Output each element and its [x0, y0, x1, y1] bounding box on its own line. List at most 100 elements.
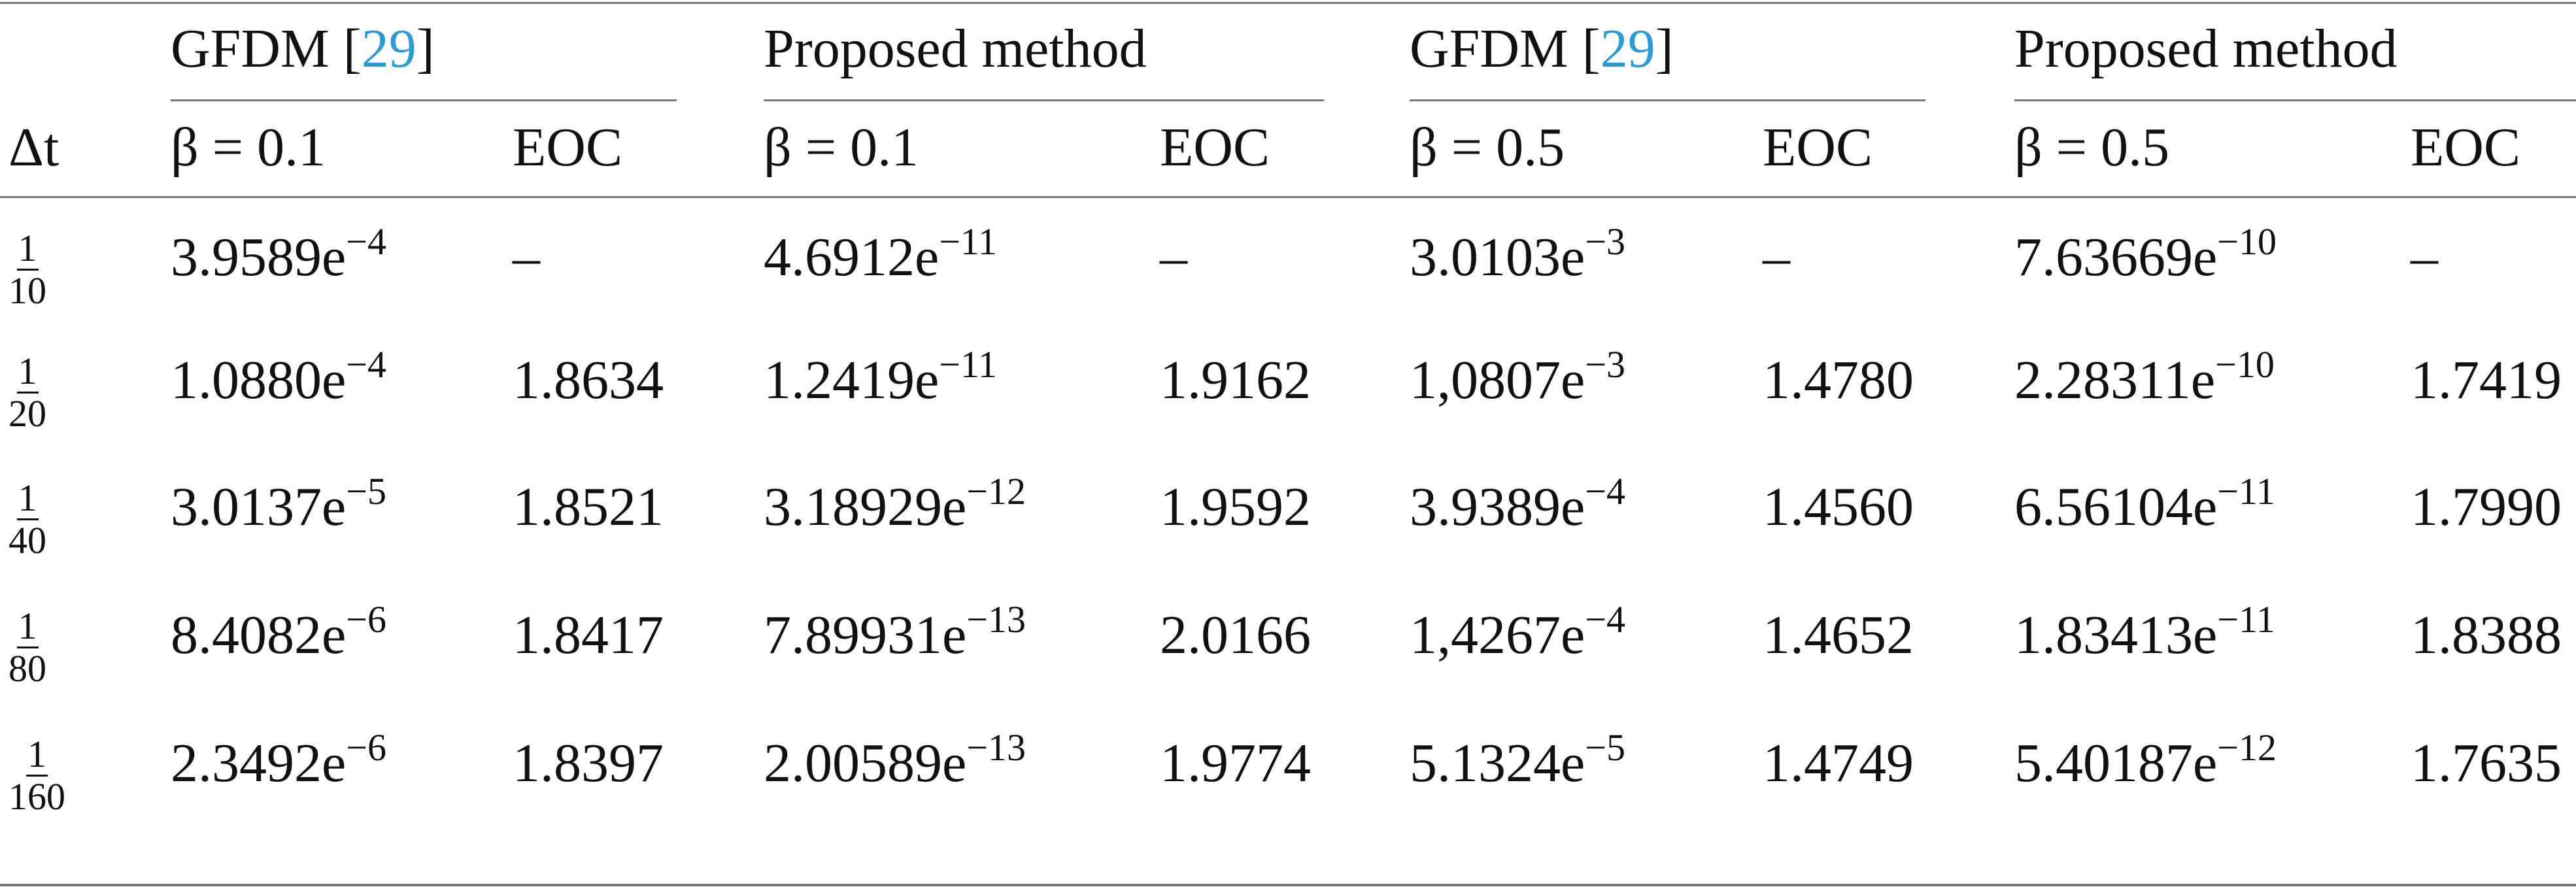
denominator: 10: [8, 269, 46, 312]
group-header: GFDM [29]: [171, 22, 435, 76]
cell: 6.56104e−11: [2014, 473, 2275, 537]
group-header: Proposed method: [764, 22, 1147, 76]
exponent: −10: [2217, 220, 2277, 263]
mantissa: 7.63669e: [2014, 227, 2218, 288]
time-step: 1 80: [8, 594, 46, 688]
cell: 2.0166: [1160, 605, 1311, 665]
cell: 5.40187e−12: [2014, 729, 2277, 794]
mantissa: 5.40187e: [2014, 733, 2218, 794]
cell: 2.3492e−6: [171, 729, 386, 794]
cell: 1.8397: [513, 733, 664, 794]
rule-top: [0, 2, 2576, 4]
mantissa: 3.0103e: [1410, 227, 1585, 288]
denominator: 80: [8, 647, 46, 690]
exponent: −11: [939, 220, 997, 263]
exponent: −6: [346, 726, 387, 769]
mantissa: 3.9389e: [1410, 477, 1585, 537]
exponent: −4: [1585, 470, 1626, 513]
mantissa: 5.1324e: [1410, 733, 1585, 794]
exponent: −6: [346, 598, 387, 641]
group-header: GFDM [29]: [1410, 22, 1674, 76]
cell: –: [1160, 227, 1187, 288]
cell: 2.28311e−10: [2014, 346, 2275, 408]
numerator: 1: [16, 350, 39, 394]
denominator: 40: [8, 519, 46, 562]
cell: 3.0103e−3: [1410, 223, 1625, 288]
exponent: −4: [1585, 598, 1626, 641]
cell: 1.8388: [2411, 605, 2562, 665]
cell: 7.89931e−13: [764, 601, 1026, 663]
time-step: 1 20: [8, 339, 46, 433]
cell: 3.9589e−4: [171, 223, 386, 288]
mantissa: 2.3492e: [171, 733, 347, 794]
column-header: EOC: [2411, 117, 2520, 178]
mantissa: 1,4267e: [1410, 605, 1585, 665]
mantissa: 2.00589e: [764, 733, 967, 794]
group-label: Proposed method: [764, 18, 1147, 79]
cell: 1.9162: [1160, 350, 1311, 411]
column-header: β = 0.5: [1410, 117, 1565, 178]
citation: 29: [1600, 18, 1655, 79]
time-step: 1 160: [8, 722, 65, 816]
cell: 1.7419: [2411, 350, 2562, 411]
cell: 1.9774: [1160, 733, 1311, 794]
cell: 3.18929e−12: [764, 473, 1026, 537]
mantissa: 1.83413e: [2014, 605, 2218, 665]
exponent: −11: [2217, 470, 2275, 513]
fraction: 1 20: [8, 352, 46, 433]
cell: 1,4267e−4: [1410, 601, 1625, 665]
numerator: 1: [26, 733, 48, 777]
numerator: 1: [16, 227, 39, 271]
column-header: Δt: [8, 117, 59, 178]
cell: 1.9592: [1160, 477, 1311, 537]
cell: 1.7635: [2411, 733, 2562, 794]
mantissa: 3.18929e: [764, 477, 967, 537]
cell: 7.63669e−10: [2014, 223, 2277, 288]
exponent: −11: [2217, 598, 2275, 641]
mantissa: 3.9589e: [171, 227, 347, 288]
cell: 4.6912e−11: [764, 223, 997, 288]
cell: 1.4652: [1763, 605, 1914, 665]
cell: 1.8417: [513, 605, 664, 665]
exponent: −3: [1585, 343, 1626, 386]
mantissa: 4.6912e: [764, 227, 940, 288]
group-label: GFDM [: [1410, 18, 1601, 79]
fraction: 1 160: [8, 735, 65, 816]
cell: 3.0137e−5: [171, 473, 386, 535]
mantissa: 1.2419e: [764, 350, 940, 411]
group-label: GFDM [: [171, 18, 362, 79]
exponent: −4: [346, 220, 387, 263]
group-label: Proposed method: [2014, 18, 2398, 79]
exponent: −4: [346, 343, 387, 386]
rule-bottom: [0, 884, 2576, 886]
bracket: ]: [416, 18, 435, 79]
fraction: 1 40: [8, 479, 46, 560]
time-step: 1 40: [8, 465, 46, 560]
exponent: −5: [346, 470, 387, 513]
cell: –: [513, 227, 540, 288]
column-header: β = 0.5: [2014, 117, 2170, 178]
column-header: EOC: [1160, 117, 1270, 178]
exponent: −10: [2215, 343, 2275, 386]
group-rule: [2014, 99, 2576, 101]
column-header: EOC: [513, 117, 622, 178]
group-rule: [1410, 99, 1925, 101]
group-rule: [764, 99, 1324, 101]
cell: 8.4082e−6: [171, 601, 386, 663]
exponent: −11: [939, 343, 997, 386]
cell: 3.9389e−4: [1410, 473, 1625, 537]
cell: 1.83413e−11: [2014, 601, 2275, 665]
citation: 29: [361, 18, 416, 79]
exponent: −3: [1585, 220, 1626, 263]
cell: 1,0807e−3: [1410, 346, 1625, 408]
fraction: 1 10: [8, 229, 46, 310]
mantissa: 6.56104e: [2014, 477, 2218, 537]
cell: –: [2411, 227, 2438, 288]
column-header: EOC: [1763, 117, 1873, 178]
rule-mid: [0, 196, 2576, 198]
denominator: 20: [8, 392, 46, 435]
denominator: 160: [8, 775, 65, 818]
mantissa: 1.0880e: [171, 350, 347, 411]
exponent: −13: [966, 726, 1026, 769]
exponent: −12: [966, 470, 1026, 513]
